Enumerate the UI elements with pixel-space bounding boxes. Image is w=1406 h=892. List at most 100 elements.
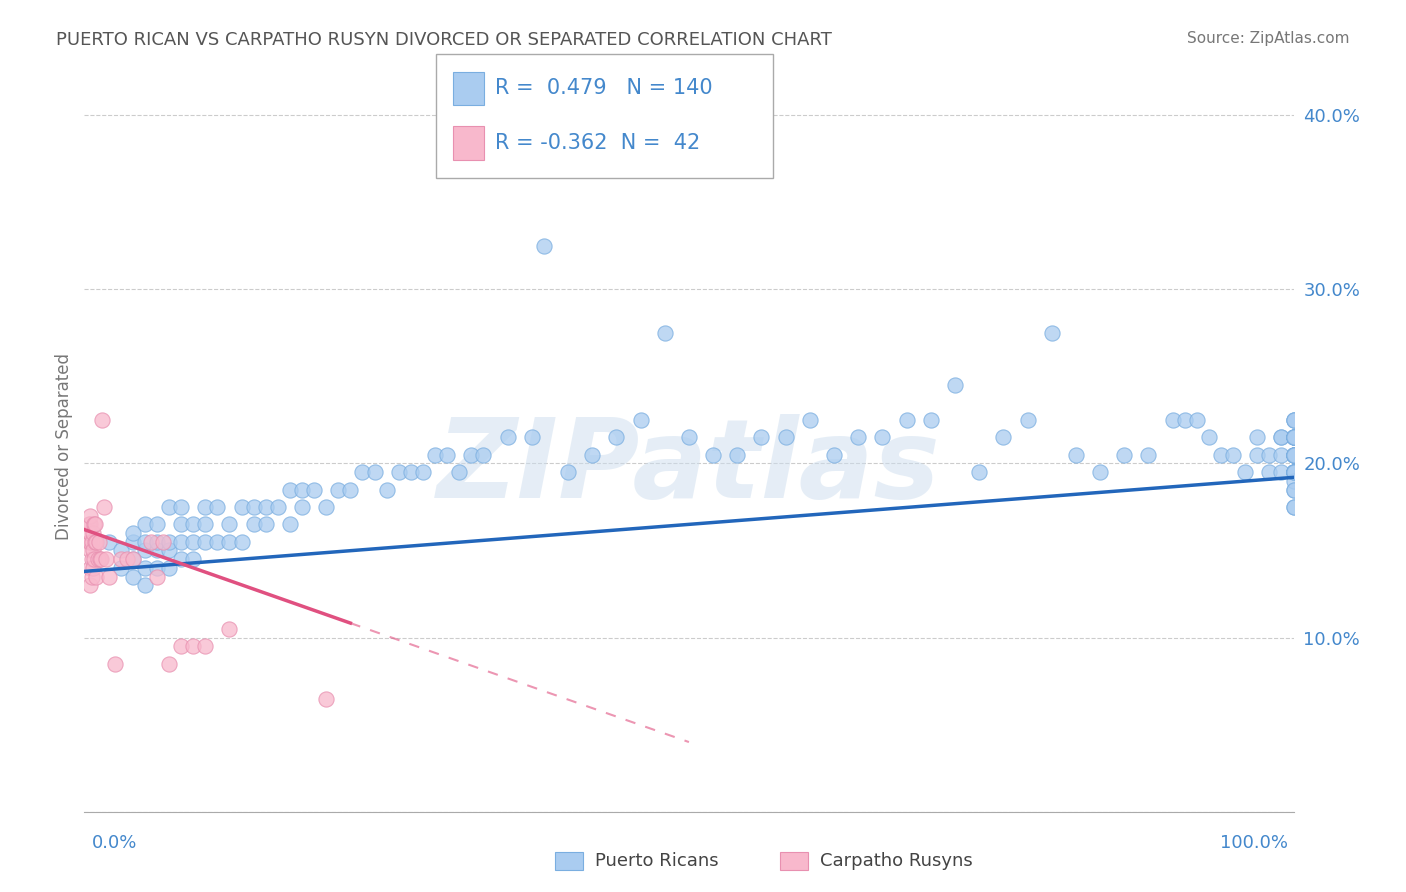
Point <box>1161 413 1184 427</box>
Text: Puerto Ricans: Puerto Ricans <box>595 852 718 870</box>
Point <box>254 517 277 532</box>
Point <box>83 552 105 566</box>
Point <box>1282 465 1305 479</box>
Point <box>1234 465 1257 479</box>
Point <box>1282 448 1305 462</box>
Point <box>1282 474 1305 488</box>
Point <box>799 413 821 427</box>
Point <box>121 526 143 541</box>
Point <box>1282 413 1305 427</box>
Point <box>181 534 204 549</box>
Point <box>1282 465 1305 479</box>
Point <box>1282 465 1305 479</box>
Text: R =  0.479   N = 140: R = 0.479 N = 140 <box>495 78 713 98</box>
Point <box>218 622 240 636</box>
Point <box>139 534 162 549</box>
Point <box>1282 448 1305 462</box>
Point <box>1282 430 1305 444</box>
Point <box>93 500 115 514</box>
Point <box>278 517 301 532</box>
Point <box>1282 448 1305 462</box>
Point <box>254 500 277 514</box>
Point <box>242 500 264 514</box>
Point <box>1282 465 1305 479</box>
Point <box>77 517 100 532</box>
Point <box>79 517 101 532</box>
Point <box>242 517 264 532</box>
Point <box>134 543 156 558</box>
Point <box>91 413 114 427</box>
Point <box>388 465 411 479</box>
Point <box>399 465 422 479</box>
Point <box>218 534 240 549</box>
Point <box>1088 465 1111 479</box>
Point <box>302 483 325 497</box>
Point <box>86 569 108 583</box>
Point <box>581 448 603 462</box>
Point <box>725 448 748 462</box>
Point <box>1222 448 1244 462</box>
Point <box>1282 448 1305 462</box>
Point <box>1282 430 1305 444</box>
Point <box>121 552 143 566</box>
Text: R = -0.362  N =  42: R = -0.362 N = 42 <box>495 134 700 153</box>
Point <box>157 561 180 575</box>
Point <box>110 543 132 558</box>
Point <box>157 500 180 514</box>
Point <box>146 517 169 532</box>
Point <box>181 640 204 654</box>
Point <box>1282 430 1305 444</box>
Text: Source: ZipAtlas.com: Source: ZipAtlas.com <box>1187 31 1350 46</box>
Point <box>80 552 103 566</box>
Point <box>352 465 374 479</box>
Point <box>1282 430 1305 444</box>
Y-axis label: Divorced or Separated: Divorced or Separated <box>55 352 73 540</box>
Point <box>520 430 543 444</box>
Point <box>146 569 169 583</box>
Point <box>170 517 193 532</box>
Point <box>1282 430 1305 444</box>
Point <box>315 500 337 514</box>
Point <box>605 430 627 444</box>
Point <box>1282 465 1305 479</box>
Point <box>1282 483 1305 497</box>
Point <box>1270 465 1292 479</box>
Point <box>1064 448 1087 462</box>
Point <box>170 552 193 566</box>
Text: 0.0%: 0.0% <box>91 834 136 852</box>
Point <box>86 552 108 566</box>
Point <box>1246 448 1268 462</box>
Point <box>82 561 104 575</box>
Point <box>1258 448 1281 462</box>
Point <box>460 448 482 462</box>
Point <box>967 465 990 479</box>
Point <box>1282 430 1305 444</box>
Point <box>79 526 101 541</box>
Point <box>207 500 229 514</box>
Text: ZIPatlas: ZIPatlas <box>437 415 941 522</box>
Point <box>79 534 101 549</box>
Point <box>1282 448 1305 462</box>
Point <box>1282 465 1305 479</box>
Point <box>83 517 105 532</box>
Point <box>181 552 204 566</box>
Point <box>557 465 579 479</box>
Point <box>110 552 132 566</box>
Text: 100.0%: 100.0% <box>1220 834 1288 852</box>
Point <box>1282 430 1305 444</box>
Point <box>1017 413 1039 427</box>
Point <box>194 517 217 532</box>
Point <box>654 326 676 340</box>
Point <box>1270 430 1292 444</box>
Point <box>896 413 918 427</box>
Point <box>157 534 180 549</box>
Point <box>104 657 127 671</box>
Text: Carpatho Rusyns: Carpatho Rusyns <box>820 852 973 870</box>
Point <box>134 517 156 532</box>
Point <box>79 508 101 523</box>
Point <box>496 430 519 444</box>
Point <box>194 534 217 549</box>
Point <box>157 543 180 558</box>
Point <box>449 465 471 479</box>
Point <box>115 552 138 566</box>
